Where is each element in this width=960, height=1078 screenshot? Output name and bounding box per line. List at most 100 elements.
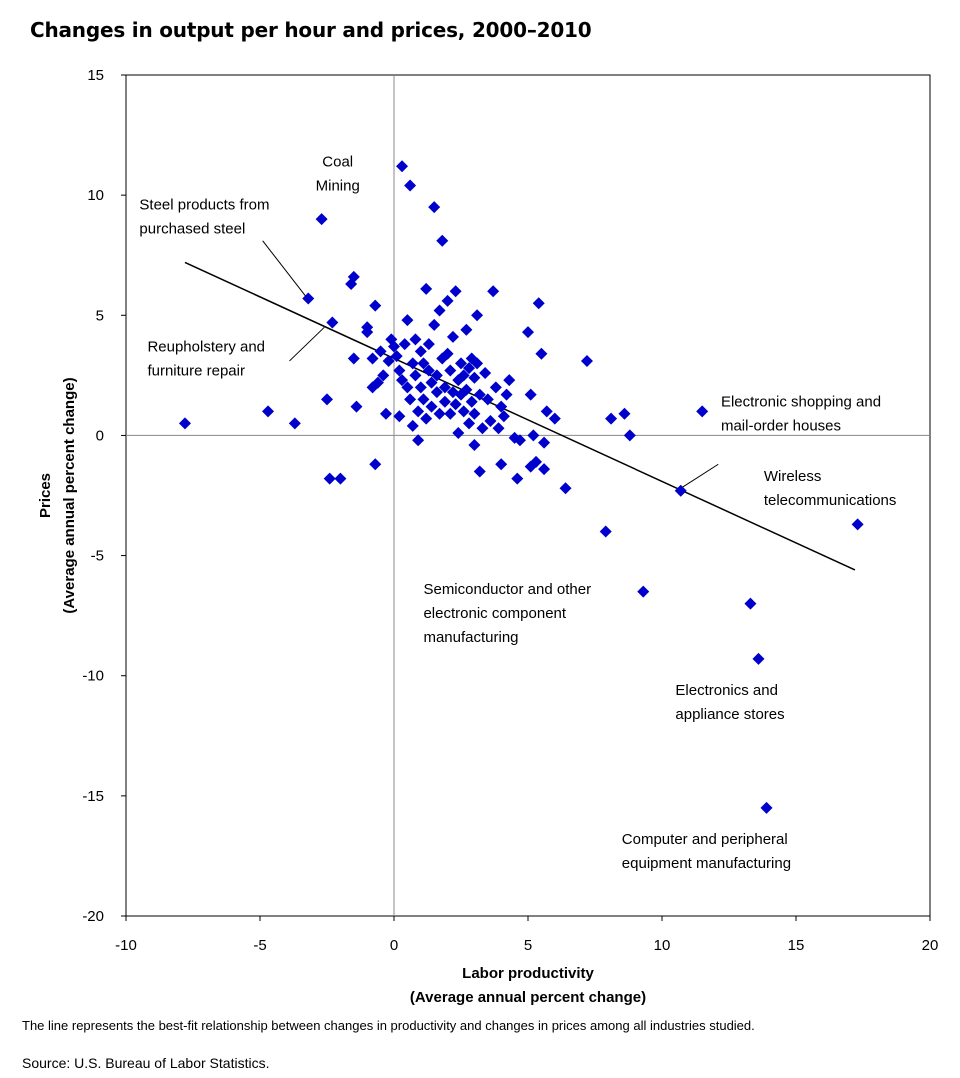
x-tick-label: 0 — [390, 937, 398, 954]
data-point — [471, 309, 484, 322]
data-point — [535, 347, 548, 360]
data-point — [425, 376, 438, 389]
data-point — [463, 417, 476, 430]
data-point — [468, 407, 481, 420]
data-point — [326, 316, 339, 329]
data-point — [393, 364, 406, 377]
data-point — [433, 407, 446, 420]
data-point — [420, 412, 433, 425]
data-point — [468, 371, 481, 384]
data-point — [347, 352, 360, 365]
data-point — [366, 352, 379, 365]
y-tick-label: 15 — [87, 67, 104, 84]
y-tick-label: -20 — [82, 908, 104, 925]
y-tick-label: 10 — [87, 187, 104, 204]
data-point — [618, 407, 631, 420]
data-point — [428, 318, 441, 331]
data-point — [438, 381, 451, 394]
data-point — [580, 354, 593, 367]
annotation-label: Steel products from purchased steel — [139, 197, 269, 238]
data-point — [511, 472, 524, 485]
data-point — [178, 417, 191, 430]
data-point — [409, 369, 422, 382]
annotation-label: Electronic shopping and mail-order houses — [721, 394, 881, 435]
data-point — [473, 388, 486, 401]
data-point — [444, 364, 457, 377]
annotation-line: mail-order houses — [721, 418, 841, 435]
annotation-line: equipment manufacturing — [622, 855, 791, 872]
annotation-line: electronic component — [423, 605, 566, 622]
annotation-leader-line — [289, 326, 325, 362]
data-point — [430, 386, 443, 399]
x-tick-label: -10 — [115, 937, 137, 954]
data-point — [455, 357, 467, 370]
data-point — [428, 201, 441, 214]
data-point — [522, 326, 534, 339]
x-axis-title: Labor productivity (Average annual perce… — [126, 962, 930, 1010]
data-point — [465, 395, 478, 408]
data-point — [484, 415, 497, 428]
data-point — [605, 412, 618, 425]
y-tick-label: 5 — [96, 307, 104, 324]
data-point — [369, 458, 382, 471]
data-point — [390, 350, 403, 363]
data-point — [487, 285, 500, 298]
annotation-leader-line — [680, 463, 719, 489]
data-point — [417, 393, 430, 406]
data-point — [674, 484, 687, 497]
data-point — [492, 422, 505, 435]
data-point — [388, 340, 400, 353]
data-point — [513, 434, 526, 447]
data-point — [406, 419, 419, 432]
data-point — [323, 472, 336, 485]
data-point — [361, 321, 374, 334]
x-tick-label: -5 — [253, 937, 266, 954]
data-point — [430, 369, 443, 382]
data-point — [532, 297, 545, 310]
data-point — [623, 429, 636, 442]
data-point — [422, 364, 435, 377]
data-point — [559, 482, 572, 495]
data-point — [321, 393, 333, 406]
annotation-line: Mining — [316, 177, 360, 194]
annotation-label: Semiconductor and other electronic compon… — [423, 581, 591, 646]
data-point — [414, 381, 427, 394]
data-point — [401, 314, 414, 327]
data-point — [401, 381, 414, 394]
data-point — [538, 436, 551, 449]
annotation-line: Wireless — [764, 468, 822, 485]
annotation-label: Computer and peripheral equipment manufac… — [622, 831, 791, 872]
data-point — [548, 412, 561, 425]
data-point — [369, 299, 382, 312]
data-point — [481, 393, 494, 406]
data-point — [471, 357, 484, 370]
annotation-line: Computer and peripheral — [622, 831, 788, 848]
data-point — [444, 407, 457, 420]
data-point — [393, 410, 406, 423]
footnote: The line represents the best-fit relatio… — [22, 1018, 755, 1033]
data-point — [315, 213, 328, 226]
y-axis-title-line: (Average annual percent change) — [61, 377, 78, 613]
data-point — [495, 458, 508, 471]
data-point — [497, 410, 510, 423]
data-point — [417, 357, 430, 370]
data-point — [334, 472, 347, 485]
data-point — [457, 369, 470, 382]
data-point — [409, 333, 422, 346]
data-point — [538, 463, 551, 476]
x-axis-title-line1: Labor productivity — [462, 965, 594, 982]
data-point — [441, 347, 454, 360]
data-point — [479, 366, 492, 379]
x-tick-label: 15 — [788, 937, 805, 954]
data-point — [527, 429, 540, 442]
data-point — [412, 405, 425, 418]
data-point — [449, 285, 462, 298]
y-tick-label: 0 — [96, 427, 104, 444]
annotation-line: manufacturing — [423, 629, 518, 646]
y-tick-label: -10 — [82, 668, 104, 685]
data-point — [382, 354, 395, 367]
data-point — [302, 292, 315, 305]
annotation-line: purchased steel — [139, 221, 245, 238]
annotation-line: Steel products from — [139, 197, 269, 214]
x-tick-label: 20 — [922, 937, 939, 954]
